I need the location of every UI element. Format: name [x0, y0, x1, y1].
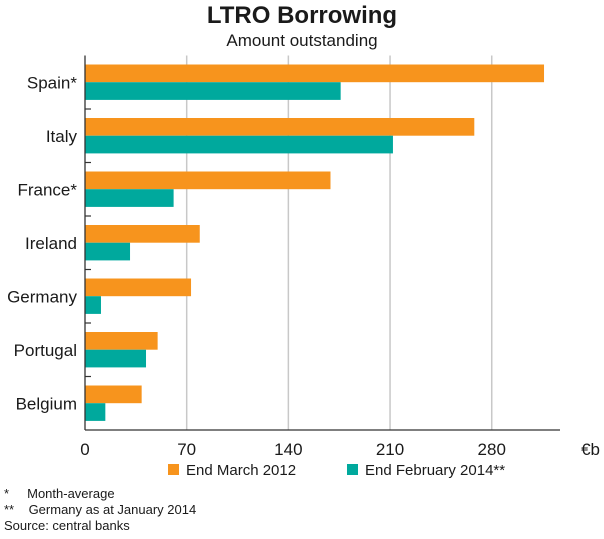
category-label: Germany: [7, 287, 77, 306]
bar: [85, 349, 147, 368]
bar: [85, 82, 341, 100]
bar: [85, 64, 545, 83]
category-label: Italy: [46, 127, 78, 146]
x-tick-label: 210: [376, 440, 404, 459]
chart-title: LTRO Borrowing: [206, 2, 398, 29]
bar: [85, 296, 101, 314]
bar: [85, 403, 106, 421]
category-label: Belgium: [16, 394, 77, 413]
footnotes: * Month-average ** Germany as at January…: [4, 486, 196, 534]
bar: [85, 135, 393, 154]
unit-label: €b: [581, 440, 600, 459]
x-tick-label: 140: [274, 440, 302, 459]
category-label: Portugal: [14, 341, 77, 360]
bar: [85, 189, 174, 207]
footnote: * Month-average: [4, 486, 115, 501]
bar: [85, 171, 331, 190]
legend-swatch: [168, 464, 179, 475]
bar: [85, 242, 131, 261]
chart-subtitle: Amount outstanding: [226, 31, 378, 50]
legend-label: End March 2012: [186, 462, 296, 479]
x-tick-label: 280: [478, 440, 506, 459]
category-label: France*: [17, 180, 77, 199]
bar: [85, 225, 200, 243]
category-label: Spain*: [27, 73, 77, 92]
x-tick-label: 0: [80, 440, 89, 459]
bar: [85, 385, 142, 404]
footnote: ** Germany as at January 2014: [4, 502, 197, 517]
footnote: Source: central banks: [4, 518, 130, 533]
bar: [85, 118, 475, 136]
bar: [85, 332, 158, 350]
bar: [85, 278, 192, 297]
legend-swatch: [347, 464, 358, 475]
x-tick-label: 70: [177, 440, 196, 459]
category-label: Ireland: [25, 234, 77, 253]
legend-label: End February 2014**: [365, 462, 505, 479]
